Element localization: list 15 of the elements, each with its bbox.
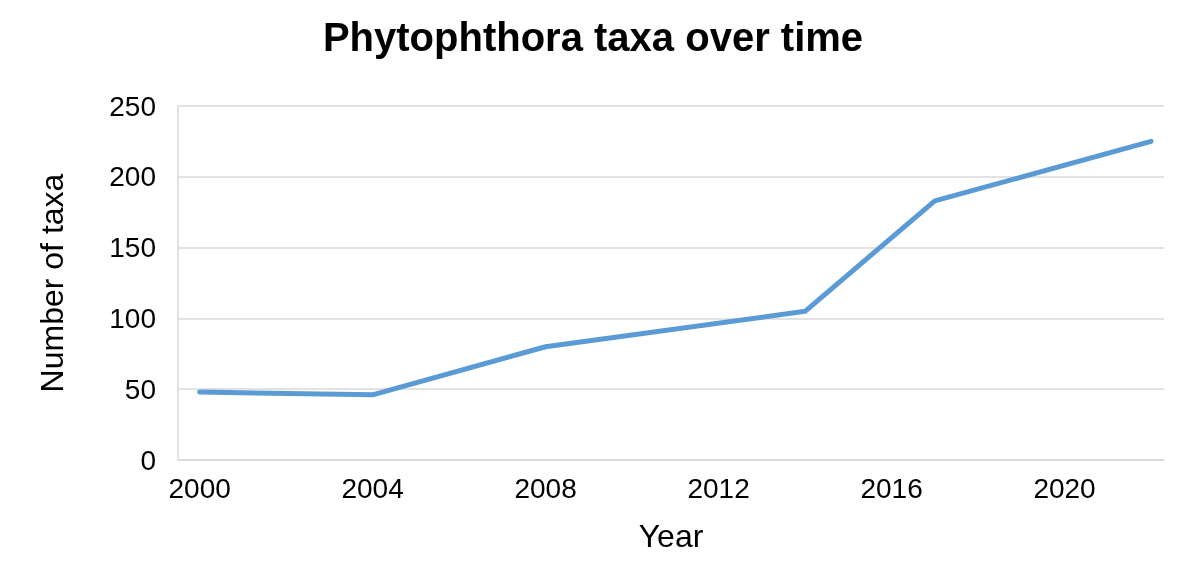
chart-title: Phytophthora taxa over time — [322, 15, 864, 59]
x-tick-label: 2016 — [860, 472, 923, 504]
y-tick-label: 0 — [140, 444, 156, 476]
y-tick-label: 250 — [109, 90, 156, 122]
x-tick-label: 2020 — [1033, 472, 1096, 504]
y-tick-label: 200 — [109, 161, 156, 193]
y-tick-label: 150 — [109, 232, 156, 264]
x-tick-label: 2000 — [168, 472, 231, 504]
x-tick-label: 2012 — [687, 472, 750, 504]
y-tick-label: 100 — [109, 302, 156, 334]
x-axis-title: Year — [638, 518, 704, 554]
x-tick-label: 2008 — [514, 472, 577, 504]
y-tick-label: 50 — [124, 373, 156, 405]
x-tick-label: 2004 — [341, 472, 404, 504]
y-axis-title: Number of taxa — [34, 173, 70, 393]
